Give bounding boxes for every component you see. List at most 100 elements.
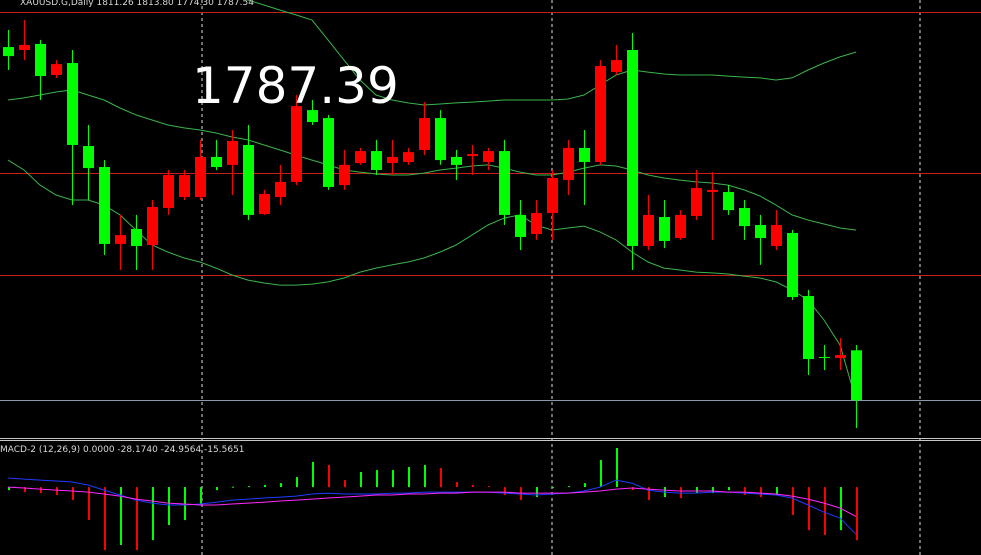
candle-body — [851, 350, 862, 401]
candle-body — [339, 164, 350, 186]
candle-body — [99, 167, 110, 244]
candle-body — [835, 355, 846, 359]
macd-panel — [7, 447, 858, 551]
candle-body — [771, 225, 782, 247]
candle-body — [803, 296, 814, 360]
histogram-bar — [776, 487, 778, 495]
candle-body — [531, 213, 542, 235]
candle-body — [355, 151, 366, 164]
histogram-bar — [232, 486, 234, 488]
histogram-bar — [824, 487, 826, 535]
candle-body — [499, 151, 510, 215]
candle-body — [563, 147, 574, 181]
histogram-bar — [696, 487, 698, 494]
histogram-bar — [536, 487, 538, 498]
histogram-bar — [552, 487, 554, 489]
histogram-bar — [488, 486, 490, 488]
histogram-bar — [104, 487, 106, 551]
histogram-bar — [440, 467, 442, 488]
candle-body — [643, 214, 654, 247]
histogram-bar — [24, 487, 26, 493]
histogram-bar — [264, 484, 266, 488]
histogram-bar — [120, 487, 122, 545]
histogram-bar — [88, 487, 90, 521]
candle-body — [131, 229, 142, 247]
candle-body — [435, 118, 446, 161]
candle-body — [243, 144, 254, 215]
histogram-bar — [600, 460, 602, 488]
histogram-bar — [760, 487, 762, 498]
candle-body — [323, 118, 334, 187]
candle-body — [83, 146, 94, 169]
histogram-bar — [648, 487, 650, 501]
candle-body — [3, 47, 14, 57]
histogram-bar — [504, 487, 506, 495]
candle-body — [163, 175, 174, 208]
chart-title: XAUUSD.G,Daily 1811.26 1813.80 1774.30 1… — [20, 0, 254, 8]
candle-body — [195, 156, 206, 198]
histogram-bar — [744, 487, 746, 495]
price-label: 1787.39 — [192, 57, 399, 115]
candle-body — [723, 192, 734, 211]
price-panel — [0, 0, 981, 428]
histogram-bar — [792, 487, 794, 515]
candle-body — [611, 60, 622, 73]
histogram-bar — [56, 487, 58, 495]
histogram-bar — [680, 487, 682, 498]
histogram-bar — [616, 447, 618, 488]
candle-body — [627, 50, 638, 247]
histogram-bar — [200, 487, 202, 505]
candle-body — [739, 207, 750, 227]
candle-body — [595, 65, 606, 162]
histogram-bar — [392, 470, 394, 488]
candle-body — [547, 177, 558, 214]
candle-body — [707, 189, 718, 193]
histogram-bar — [424, 464, 426, 488]
histogram-bar — [376, 470, 378, 488]
candle-body — [259, 193, 270, 215]
histogram-bar — [728, 487, 730, 491]
histogram-bar — [136, 487, 138, 551]
candle-body — [515, 214, 526, 237]
histogram-bar — [344, 480, 346, 488]
candle-body — [403, 152, 414, 162]
candle-body — [483, 151, 494, 162]
histogram-bar — [360, 471, 362, 488]
histogram-bar — [856, 487, 858, 541]
histogram-bar — [248, 486, 250, 488]
candle-body — [675, 214, 686, 239]
candle-body — [227, 140, 238, 165]
candle-body — [691, 188, 702, 216]
histogram-bar — [568, 486, 570, 488]
candle-body — [387, 156, 398, 164]
histogram-bar — [280, 483, 282, 488]
histogram-bar — [168, 487, 170, 525]
candle-body — [291, 106, 302, 182]
candle-body — [307, 110, 318, 123]
candle-body — [67, 63, 78, 145]
candle-body — [419, 118, 430, 151]
histogram-bar — [712, 487, 714, 494]
candle-body — [179, 175, 190, 198]
band-line — [7, 89, 857, 231]
histogram-bar — [312, 461, 314, 488]
candle-body — [819, 356, 830, 359]
histogram-bar — [40, 487, 42, 494]
band-line — [244, 0, 857, 106]
histogram-bar — [296, 477, 298, 488]
candle-body — [211, 156, 222, 168]
candle-body — [787, 232, 798, 298]
candle-body — [755, 225, 766, 239]
histogram-bar — [72, 487, 74, 501]
indicator-line — [7, 486, 857, 517]
candle-body — [51, 64, 62, 76]
indicator-line — [7, 477, 857, 535]
candle-body — [147, 206, 158, 245]
histogram-bar — [328, 464, 330, 488]
histogram-bar — [584, 483, 586, 488]
histogram-bar — [472, 484, 474, 488]
candle-body — [371, 151, 382, 170]
